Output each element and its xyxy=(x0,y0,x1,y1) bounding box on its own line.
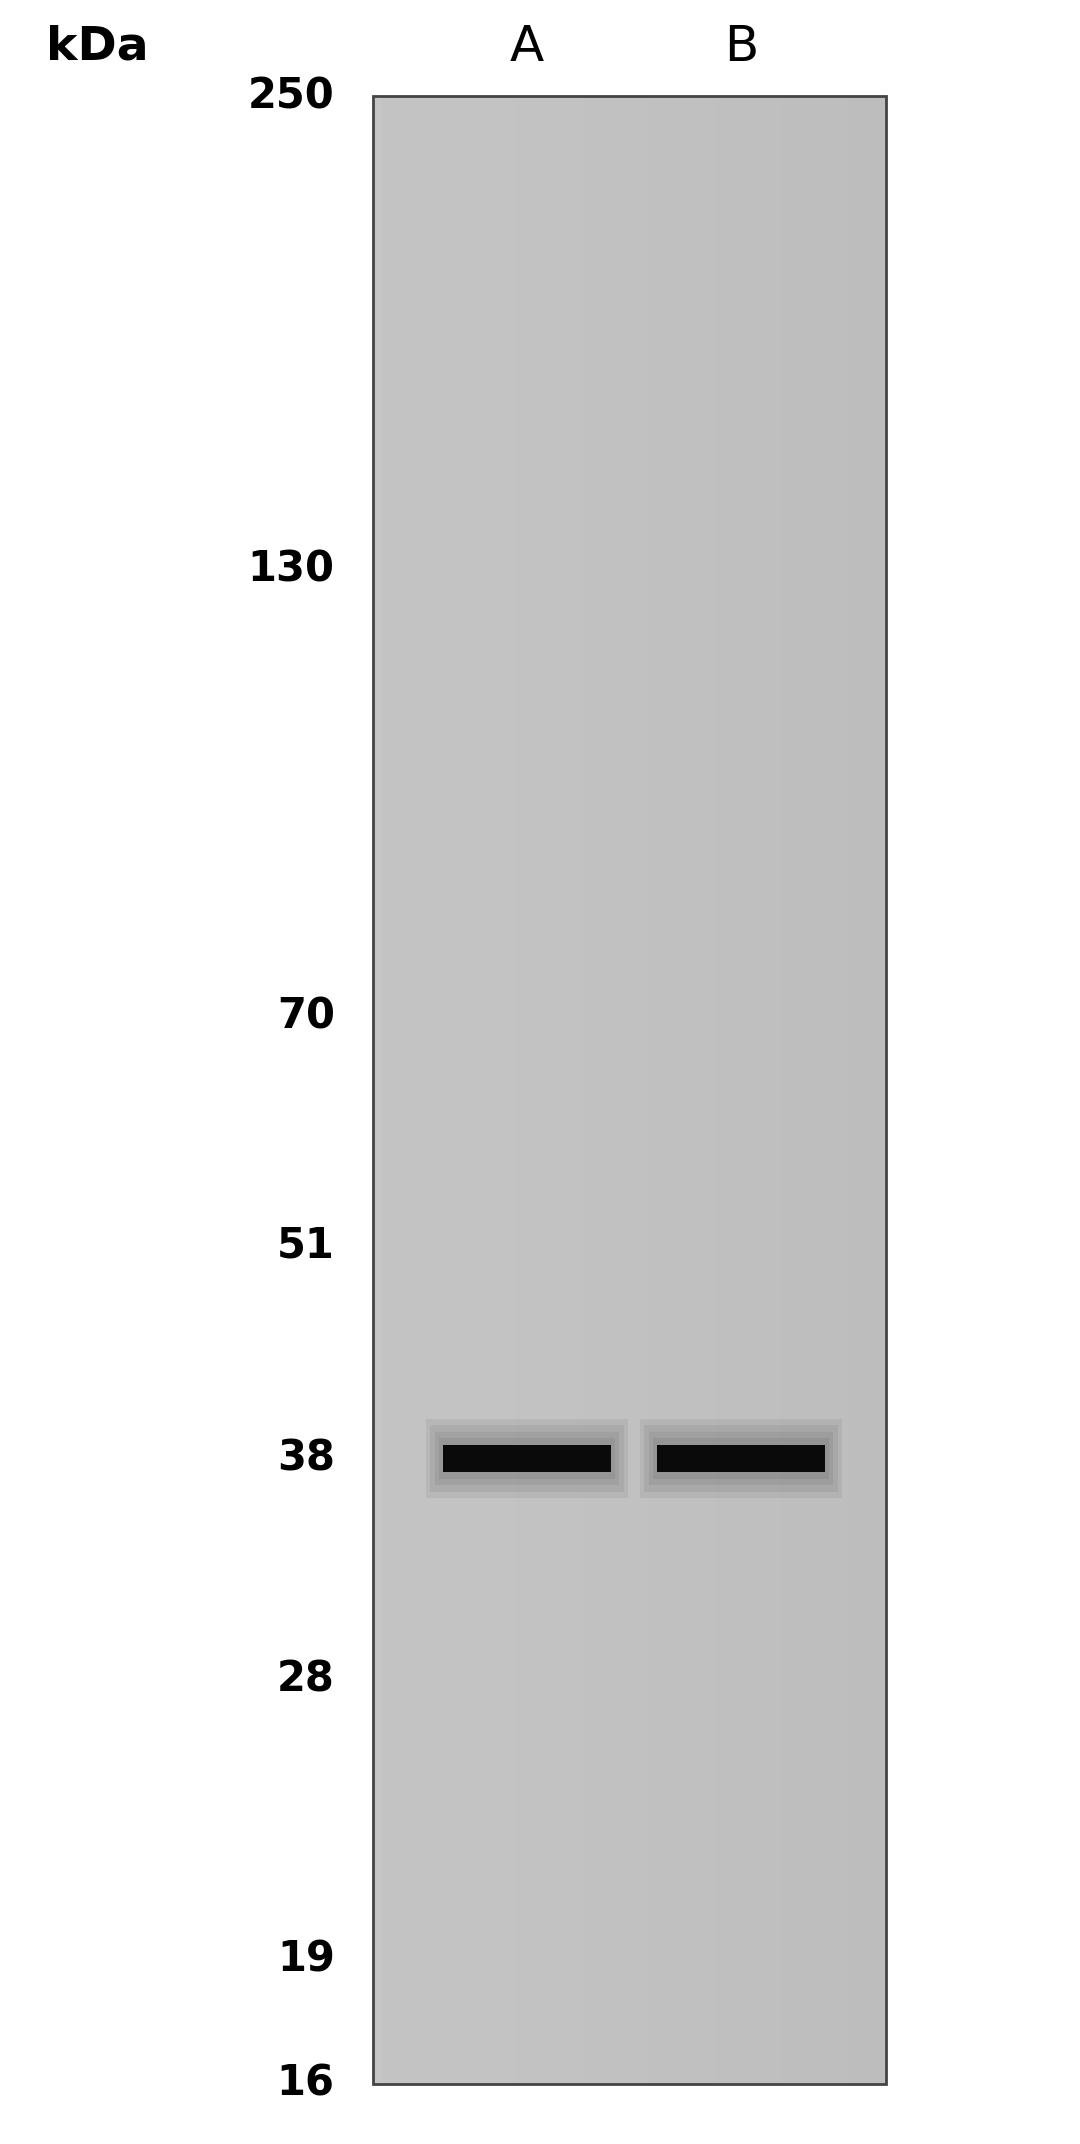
Bar xyxy=(644,1426,838,1492)
Bar xyxy=(649,1432,834,1486)
Bar xyxy=(373,96,886,2084)
Text: 28: 28 xyxy=(276,1657,335,1700)
Text: 70: 70 xyxy=(276,995,335,1038)
Text: 16: 16 xyxy=(276,2063,335,2105)
Text: kDa: kDa xyxy=(45,26,149,69)
Bar xyxy=(438,1439,616,1479)
Text: 130: 130 xyxy=(247,549,335,590)
Text: 51: 51 xyxy=(276,1224,335,1267)
Text: 250: 250 xyxy=(248,75,335,118)
Bar xyxy=(430,1426,623,1492)
Bar xyxy=(657,1445,825,1473)
Text: A: A xyxy=(510,24,544,71)
Bar xyxy=(639,1419,842,1499)
Bar xyxy=(652,1439,829,1479)
Bar xyxy=(434,1432,619,1486)
Text: B: B xyxy=(724,24,758,71)
Bar xyxy=(443,1445,611,1473)
Text: 38: 38 xyxy=(276,1439,335,1479)
Text: 19: 19 xyxy=(276,1938,335,1981)
Bar xyxy=(426,1419,627,1499)
